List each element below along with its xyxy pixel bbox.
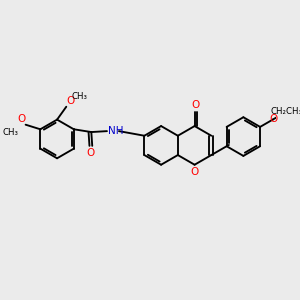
Text: CH₃: CH₃ <box>72 92 88 101</box>
Text: O: O <box>269 114 278 124</box>
Text: CH₂CH₃: CH₂CH₃ <box>270 107 300 116</box>
Text: O: O <box>192 100 200 110</box>
Text: O: O <box>67 96 75 106</box>
Text: O: O <box>190 167 199 177</box>
Text: NH: NH <box>108 126 123 136</box>
Text: O: O <box>87 148 95 158</box>
Text: CH₃: CH₃ <box>2 128 18 137</box>
Text: O: O <box>17 114 25 124</box>
